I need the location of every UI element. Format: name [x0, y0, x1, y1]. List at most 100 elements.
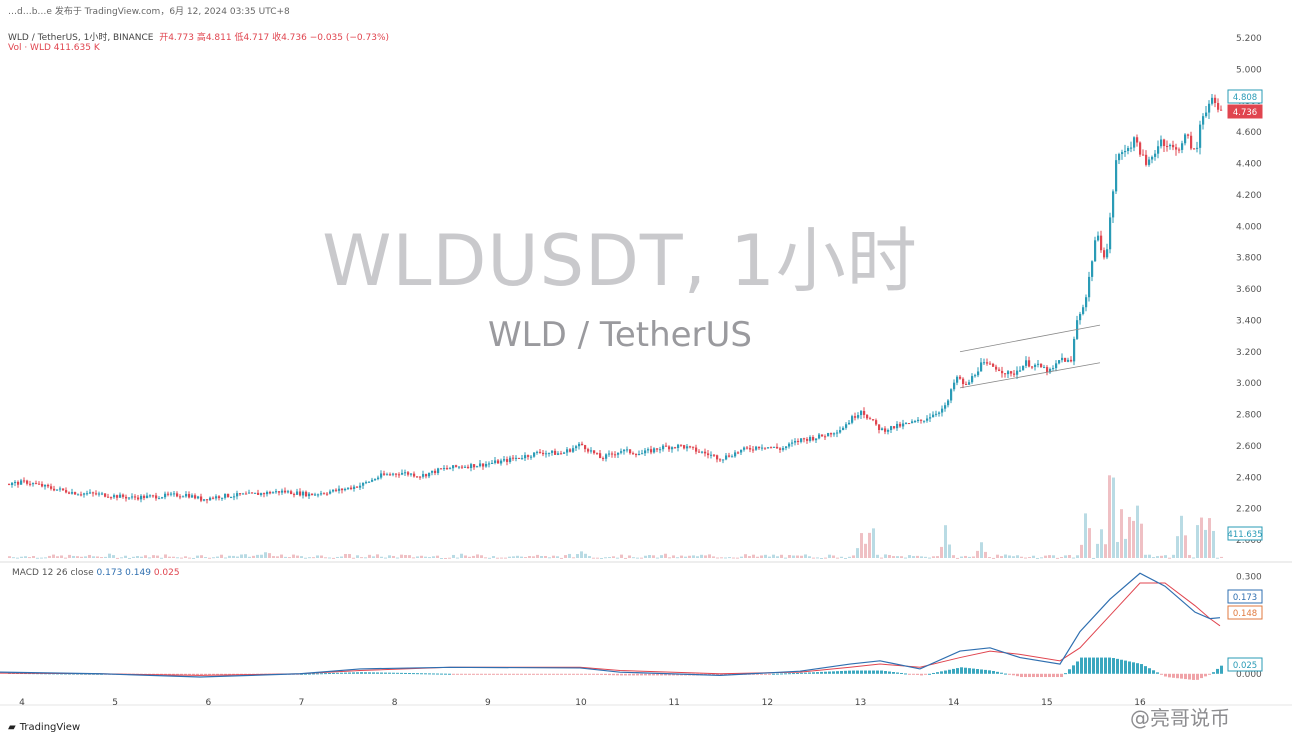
macd-histogram-bar	[348, 672, 351, 674]
hist-badge-bg	[1227, 657, 1263, 672]
macd-histogram-bar	[440, 673, 443, 675]
candle-body	[101, 493, 104, 495]
macd-histogram-bar	[208, 673, 211, 676]
volume-bar	[520, 556, 523, 558]
candle-body	[371, 479, 374, 482]
candle-body	[707, 453, 710, 456]
candle-body	[206, 499, 209, 501]
candle-body	[425, 474, 428, 477]
macd-histogram-bar	[1180, 673, 1183, 679]
volume-bar	[960, 556, 963, 558]
macd-histogram-bar	[908, 673, 911, 675]
candle-body	[605, 454, 608, 459]
volume-bar	[440, 557, 443, 559]
price-tick-label: 2.400	[1236, 473, 1262, 483]
volume-bar	[556, 556, 559, 558]
candle-body	[1091, 261, 1094, 277]
volume-bar	[336, 556, 339, 558]
candle-body	[950, 389, 953, 401]
volume-bar	[220, 554, 223, 558]
candle-body	[737, 452, 740, 454]
candle-body	[746, 447, 749, 449]
candle-body	[593, 450, 596, 454]
macd-histogram-bar	[380, 672, 383, 674]
volume-bar	[660, 555, 663, 558]
candle-body	[1139, 142, 1142, 155]
volume-bar	[1052, 555, 1055, 558]
volume-bar	[908, 555, 911, 558]
macd-histogram-bar	[948, 669, 951, 674]
candle-body	[1019, 370, 1022, 372]
candle-body	[308, 493, 311, 497]
volume-badge: 411.635	[1227, 530, 1262, 540]
candle-body	[788, 443, 791, 447]
volume-bar	[64, 557, 67, 559]
candle-body	[89, 492, 92, 494]
volume-bar	[700, 554, 703, 558]
macd-histogram-bar	[1100, 657, 1103, 674]
volume-bar	[424, 556, 427, 558]
candle-body	[977, 371, 980, 376]
tv-logo-text: TradingView	[19, 722, 81, 733]
volume-bar	[888, 554, 891, 558]
macd-histogram-bar	[224, 673, 227, 676]
candle-body	[974, 375, 977, 377]
hist-badge: 0.025	[1233, 661, 1257, 671]
candle-body	[1049, 368, 1052, 373]
candle-body	[431, 470, 434, 473]
macd-histogram-bar	[628, 673, 631, 676]
candle-body	[806, 438, 809, 441]
candle-body	[1121, 152, 1124, 155]
candle-body	[452, 465, 455, 469]
candle-body	[713, 454, 716, 456]
candle-body	[149, 495, 152, 497]
candle-body	[284, 490, 287, 493]
candle-body	[830, 433, 833, 435]
time-tick-label: 14	[948, 698, 960, 708]
macd-histogram-bar	[384, 672, 387, 674]
candle-body	[395, 473, 398, 475]
candle-body	[656, 448, 659, 450]
candle-body	[635, 454, 638, 456]
macd-histogram-bar	[1140, 664, 1143, 674]
candle-body	[938, 412, 941, 414]
macd-histogram-bar	[552, 673, 555, 675]
volume-bar	[1212, 530, 1215, 558]
volume-bar	[604, 557, 607, 559]
candle-body	[398, 474, 401, 476]
candle-body	[350, 487, 353, 489]
volume-bar	[1096, 543, 1099, 558]
time-tick-label: 16	[1134, 698, 1146, 708]
macd-histogram-bar	[1016, 673, 1019, 677]
macd-histogram-bar	[1112, 658, 1115, 674]
volume-bar	[40, 557, 43, 559]
candle-body	[1070, 359, 1073, 362]
signal-badge: 0.148	[1233, 609, 1257, 619]
candle-body	[1004, 373, 1007, 375]
macd-histogram-bar	[1192, 673, 1195, 680]
volume-bar	[996, 554, 999, 558]
candle-body	[380, 473, 383, 478]
volume-bar	[288, 557, 291, 559]
volume-bar	[596, 557, 599, 559]
candle-body	[563, 452, 566, 454]
volume-bar	[1100, 529, 1103, 558]
time-tick-label: 7	[299, 698, 305, 708]
candle-body	[1220, 109, 1223, 111]
volume-bar	[420, 555, 423, 558]
volume-bar	[804, 554, 807, 558]
candle-body	[692, 446, 695, 448]
volume-bar	[76, 556, 79, 558]
candle-body	[92, 492, 95, 494]
macd-histogram-bar	[536, 673, 539, 675]
macd-histogram-bar	[220, 673, 223, 676]
volume-bar	[104, 556, 107, 558]
macd-histogram-bar	[508, 673, 511, 675]
volume-bar	[892, 556, 895, 558]
volume-bar	[476, 554, 479, 558]
candle-body	[932, 414, 935, 418]
volume-bar	[500, 557, 503, 559]
macd-histogram-bar	[632, 673, 635, 676]
tradingview-logo[interactable]: ▰ TradingView	[8, 722, 80, 733]
